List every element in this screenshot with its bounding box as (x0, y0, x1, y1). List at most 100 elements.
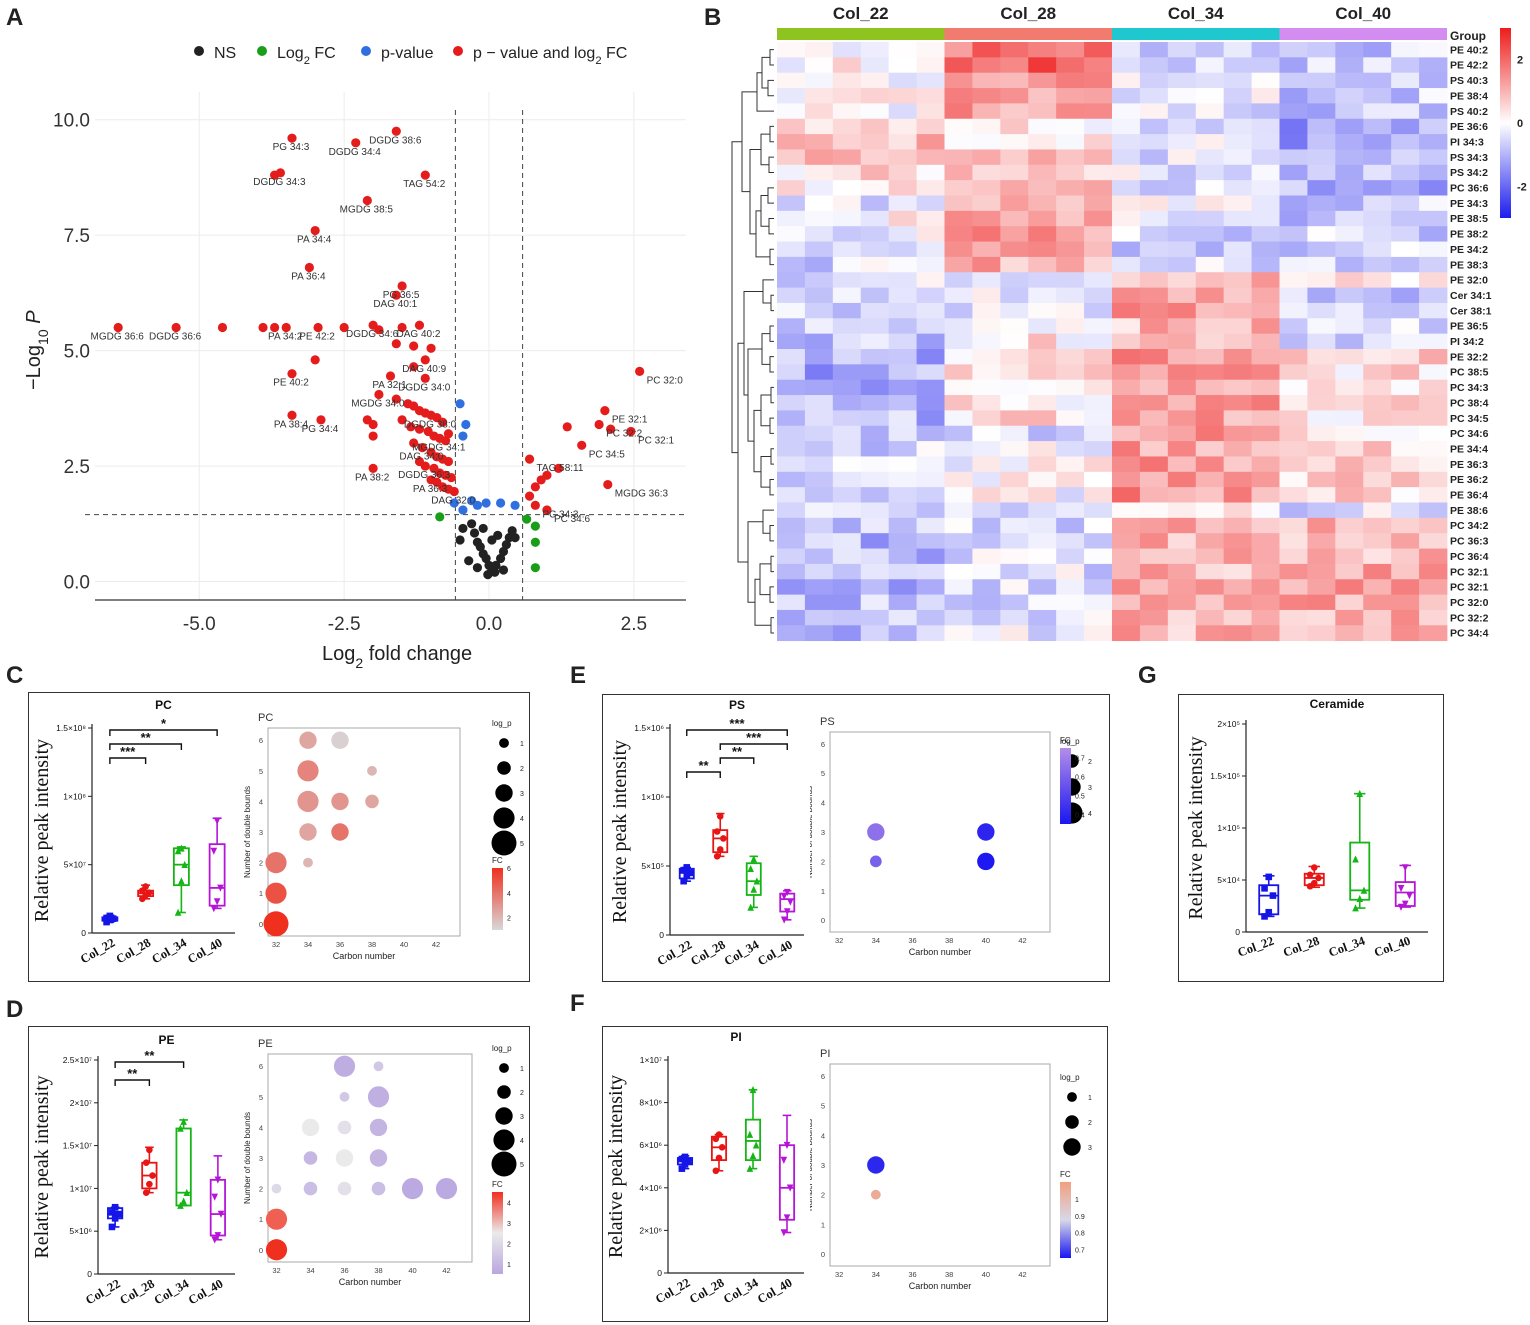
heatmap-cell (1195, 609, 1225, 626)
heatmap-cell (1000, 226, 1029, 242)
heatmap-cell (1028, 517, 1057, 534)
column-group-label: Col_22 (833, 4, 889, 23)
data-point (177, 1124, 184, 1132)
heatmap-cell (1223, 333, 1252, 350)
heatmap-cell (1391, 210, 1420, 227)
box (208, 843, 226, 907)
category-label: Col_28 (1281, 934, 1321, 960)
heatmap-cell (1279, 241, 1308, 258)
heatmap-cell (1000, 563, 1029, 580)
heatmap-cell (1028, 625, 1057, 642)
heatmap-cell (1167, 487, 1197, 503)
x-tick-label: 0.0 (476, 614, 502, 635)
heatmap-cell (1363, 349, 1392, 365)
heatmap-cell (1028, 134, 1057, 150)
heatmap-cell (860, 134, 890, 150)
heatmap-cell (1279, 456, 1308, 473)
heatmap-cell (1195, 579, 1225, 595)
heatmap-cell (1084, 395, 1113, 411)
heatmap-cell (1112, 609, 1141, 626)
heatmap-cell (1084, 318, 1113, 335)
heatmap-cell (972, 487, 1001, 503)
volcano-point (310, 225, 320, 236)
heatmap-cell (777, 456, 806, 473)
heatmap-cell (832, 594, 862, 611)
heatmap-cell (1363, 471, 1392, 488)
bubble-point (365, 794, 379, 809)
data-point (214, 1176, 222, 1184)
heatmap-row-label: PE 34:2 (1450, 244, 1488, 256)
heatmap-cell (888, 287, 917, 304)
size-legend-marker (491, 830, 517, 856)
volcano-point (397, 415, 407, 425)
heatmap-cell (1279, 609, 1308, 626)
significance-bracket (109, 729, 218, 736)
data-point (713, 853, 721, 860)
y-tick-label: 2×10⁷ (70, 1098, 92, 1108)
category-label: Col_40 (186, 1276, 225, 1307)
heatmap-cell (944, 149, 973, 166)
heatmap-cell (777, 318, 806, 335)
heatmap-cell (860, 226, 890, 242)
heatmap-row-label: PE 36:2 (1450, 474, 1488, 486)
heatmap-cell (1419, 333, 1448, 350)
heatmap-cell (1000, 57, 1029, 74)
heatmap-cell (1363, 395, 1392, 411)
heatmap-cell (1307, 517, 1336, 534)
heatmap-cell (972, 349, 1001, 365)
heatmap-cell (860, 302, 890, 319)
heatmap-cell (1056, 103, 1085, 120)
heatmap-cell (1391, 103, 1420, 120)
heatmap-cell (1251, 72, 1280, 89)
heatmap-cell (1251, 103, 1280, 120)
heatmap-cell (1112, 256, 1141, 273)
heatmap-cell (1112, 57, 1141, 74)
x-tick-label: 32 (272, 940, 280, 949)
heatmap-cell (1056, 134, 1085, 150)
y-tick-label: 2 (821, 857, 825, 866)
heatmap-cell (1000, 471, 1029, 488)
heatmap-cell (1000, 364, 1029, 381)
heatmap-cell (1419, 318, 1448, 335)
dendrogram-branch (769, 248, 774, 266)
heatmap-cell (1056, 272, 1085, 288)
heatmap-row-label: PC 34:4 (1450, 628, 1489, 640)
y-tick-label: 5×10⁷ (64, 860, 86, 870)
heatmap-cell (1084, 441, 1113, 457)
heatmap-cell (1028, 456, 1057, 473)
y-tick-label: 4 (821, 799, 825, 808)
heatmap-cell (1000, 134, 1029, 150)
volcano-point (472, 563, 483, 573)
heatmap-cell (832, 502, 862, 519)
volcano-point (475, 542, 485, 552)
heatmap-cell (804, 256, 834, 273)
significance-bracket (109, 757, 147, 764)
bubble-point (367, 1086, 390, 1108)
bubble-point (263, 911, 289, 937)
heatmap-cell (860, 241, 890, 258)
volcano-point (406, 422, 416, 432)
heatmap-cell (1223, 241, 1252, 258)
heatmap-cell (1419, 441, 1448, 457)
heatmap-cell (1419, 487, 1448, 503)
volcano-point-label: DGDG 34:4 (329, 147, 382, 158)
heatmap-cell (1307, 533, 1336, 549)
heatmap-cell (1139, 502, 1169, 519)
volcano-point-label: DAG 40:9 (402, 364, 446, 375)
heatmap-cell (916, 563, 945, 580)
heatmap-cell (1335, 395, 1364, 411)
color-legend-label: 0.9 (1075, 1214, 1085, 1221)
heatmap-cell (804, 134, 834, 150)
heatmap-cell (888, 195, 917, 212)
heatmap-cell (1195, 318, 1225, 335)
significance-label: * (161, 716, 167, 731)
color-legend-label: 0.4 (1075, 813, 1085, 820)
volcano-point (409, 341, 419, 351)
heatmap-cell (1251, 425, 1280, 442)
y-tick-label: 1×10⁶ (641, 792, 664, 802)
x-tick-label: 42 (432, 940, 440, 949)
data-point (1261, 885, 1268, 892)
color-legend-label: 1 (1075, 1197, 1079, 1204)
dendrogram-branch (743, 290, 763, 396)
y-tick-label: 4 (259, 1123, 263, 1132)
